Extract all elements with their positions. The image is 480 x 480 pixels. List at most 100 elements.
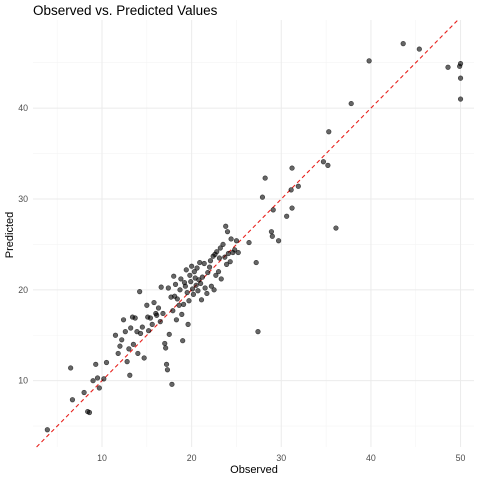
data-point	[233, 238, 240, 244]
x-tick-label: 20	[187, 453, 197, 463]
data-point	[191, 269, 197, 275]
data-point	[171, 273, 177, 279]
x-axis-title: Observed	[230, 464, 278, 476]
data-point	[225, 250, 232, 257]
data-point	[214, 249, 220, 255]
data-point	[93, 361, 99, 367]
data-point	[246, 239, 252, 246]
y-tick-label: 30	[18, 194, 28, 204]
data-point	[160, 310, 166, 317]
data-point	[269, 233, 275, 239]
data-point	[122, 329, 128, 335]
data-point	[170, 308, 176, 314]
data-point	[115, 350, 121, 357]
data-point	[137, 289, 143, 295]
data-point	[112, 332, 119, 338]
grid	[33, 20, 474, 447]
data-point	[366, 58, 372, 64]
data-point	[216, 255, 223, 261]
data-point	[132, 315, 138, 321]
x-tick-label: 40	[366, 453, 376, 463]
data-point	[445, 64, 451, 70]
data-point	[96, 385, 102, 391]
data-point	[457, 75, 464, 81]
data-point	[193, 282, 199, 288]
data-point	[228, 236, 234, 242]
data-point	[124, 359, 130, 365]
data-point	[151, 299, 157, 306]
data-point	[179, 311, 185, 317]
data-point	[232, 247, 238, 253]
data-point	[174, 296, 180, 302]
x-tick-label: 50	[456, 453, 466, 463]
data-point	[184, 289, 190, 296]
data-point	[186, 298, 192, 304]
data-point	[180, 338, 186, 344]
data-point	[205, 269, 211, 276]
data-point	[201, 260, 207, 267]
data-point	[190, 291, 197, 297]
data-point	[259, 194, 266, 200]
data-point	[457, 61, 464, 67]
data-point	[117, 343, 123, 349]
data-point	[177, 287, 183, 293]
data-point	[147, 315, 154, 321]
data-point	[268, 229, 275, 235]
data-point	[218, 276, 224, 282]
data-point	[158, 284, 164, 290]
data-point	[173, 317, 180, 323]
data-point	[289, 205, 295, 211]
data-point	[141, 355, 147, 361]
data-point	[288, 187, 294, 193]
data-point	[154, 312, 160, 318]
x-tick-label: 10	[97, 453, 107, 463]
data-point	[155, 305, 162, 311]
y-axis-title: Predicted	[4, 212, 16, 258]
data-point	[253, 259, 259, 266]
data-point	[223, 223, 229, 229]
data-point	[163, 345, 169, 351]
data-point	[195, 288, 201, 294]
data-point	[189, 286, 196, 292]
data-point	[206, 264, 213, 270]
data-point	[166, 331, 172, 337]
data-point	[120, 317, 127, 323]
data-point	[194, 265, 200, 271]
data-point	[204, 290, 210, 297]
data-point	[103, 359, 110, 366]
data-point	[326, 129, 332, 135]
data-point	[320, 159, 327, 165]
data-point	[325, 162, 331, 168]
reference-line-y-equals-x	[36, 19, 459, 448]
data-point	[215, 269, 222, 275]
data-point	[163, 361, 170, 367]
data-point	[255, 329, 261, 335]
data-point	[180, 301, 187, 307]
data-point	[400, 41, 406, 47]
data-point	[126, 346, 132, 352]
data-point	[137, 330, 144, 337]
data-point	[213, 272, 219, 278]
data-point	[348, 100, 354, 107]
data-point	[69, 397, 76, 403]
data-point	[94, 375, 101, 381]
data-point	[139, 324, 145, 330]
data-point	[197, 259, 203, 266]
data-point	[157, 319, 163, 325]
chart-title: Observed vs. Predicted Values	[33, 3, 218, 18]
data-point	[227, 259, 233, 265]
data-point	[222, 254, 228, 260]
data-point	[68, 365, 74, 371]
data-point	[172, 281, 179, 287]
data-point	[146, 328, 152, 334]
data-point	[224, 261, 230, 267]
data-point	[101, 376, 107, 382]
data-point	[135, 350, 141, 357]
data-point	[217, 245, 223, 251]
data-point	[235, 249, 241, 256]
y-tick-label: 20	[18, 285, 28, 295]
data-point	[164, 367, 171, 373]
data-point	[198, 280, 204, 287]
